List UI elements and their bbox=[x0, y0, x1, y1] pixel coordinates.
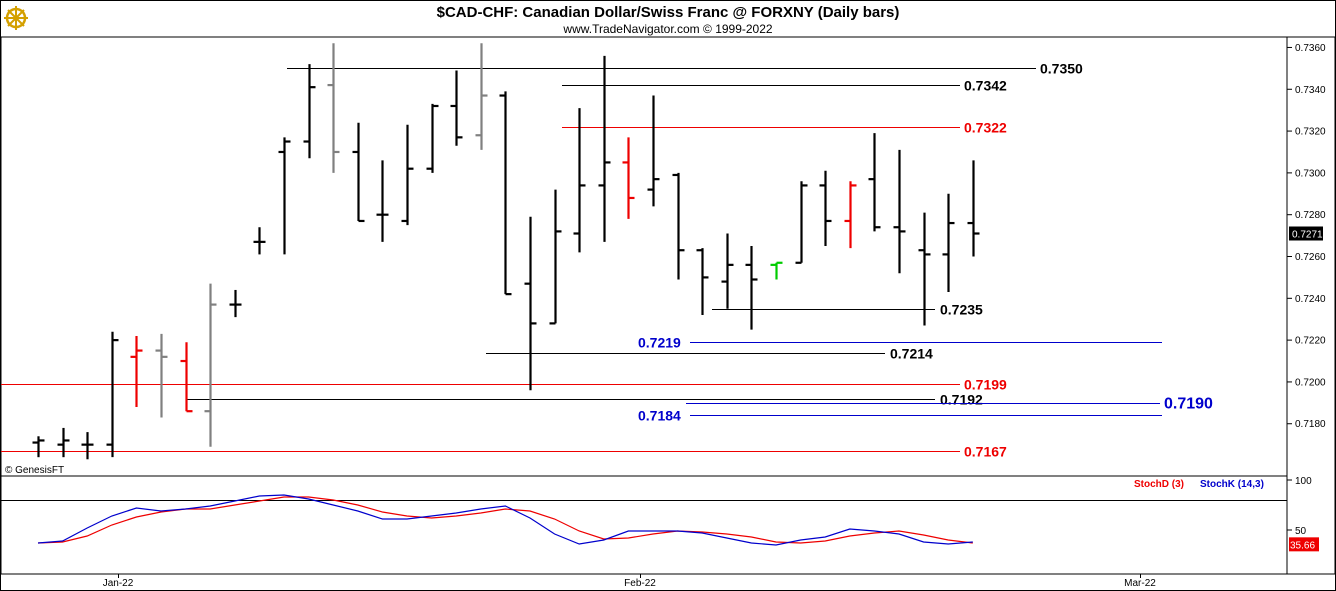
stochk-legend: StochK (14,3) bbox=[1200, 479, 1264, 490]
price-axis bbox=[1286, 36, 1336, 575]
indicator-panel bbox=[0, 475, 1288, 575]
x-tick-label: Jan-22 bbox=[103, 578, 134, 589]
level-label: 0.7235 bbox=[940, 302, 983, 318]
ohlc-bar bbox=[573, 108, 586, 253]
ohlc-bar bbox=[893, 149, 906, 274]
ohlc-bar bbox=[57, 427, 70, 458]
ohlc-bar bbox=[180, 342, 193, 413]
price-tick-label: 0.7280 bbox=[1295, 210, 1326, 221]
watermark: © GenesisFT bbox=[5, 465, 64, 476]
ohlc-bar bbox=[622, 137, 635, 219]
ohlc-bar bbox=[696, 248, 709, 316]
ohlc-bar bbox=[32, 436, 45, 458]
stochd-line bbox=[37, 496, 973, 544]
ohlc-bar bbox=[868, 133, 881, 232]
ohlc-bar bbox=[130, 335, 143, 408]
ohlc-bar bbox=[81, 432, 94, 460]
price-tick-label: 0.7340 bbox=[1295, 85, 1326, 96]
price-tick-label: 0.7300 bbox=[1295, 168, 1326, 179]
ohlc-bar bbox=[524, 216, 537, 391]
ohlc-bar bbox=[426, 103, 439, 173]
ohlc-bar bbox=[327, 43, 340, 173]
ohlc-bar bbox=[942, 193, 955, 293]
ohlc-bar bbox=[376, 160, 389, 242]
price-panel bbox=[0, 36, 1288, 477]
x-tick-label: Mar-22 bbox=[1124, 578, 1156, 589]
ohlc-bar bbox=[278, 137, 291, 255]
level-label: 0.7322 bbox=[964, 120, 1007, 136]
ohlc-bar bbox=[229, 289, 242, 318]
ohlc-bar bbox=[204, 283, 217, 447]
ohlc-bar bbox=[303, 64, 316, 159]
level-label: 0.7184 bbox=[638, 408, 681, 424]
ind-tick-label: 100 bbox=[1295, 476, 1312, 487]
ind-last-box bbox=[1289, 537, 1319, 552]
ohlc-bar bbox=[647, 95, 660, 207]
level-label: 0.7167 bbox=[964, 444, 1007, 460]
chart-subtitle: www.TradeNavigator.com © 1999-2022 bbox=[562, 22, 772, 36]
ohlc-bar bbox=[401, 124, 414, 226]
ohlc-bar bbox=[844, 181, 857, 249]
price-tick-label: 0.7240 bbox=[1295, 294, 1326, 305]
price-tick-label: 0.7260 bbox=[1295, 252, 1326, 263]
price-tick-label: 0.7360 bbox=[1295, 43, 1326, 54]
chart-title: $CAD-CHF: Canadian Dollar/Swiss Franc @ … bbox=[437, 4, 900, 21]
ind-tick-label: 50 bbox=[1295, 526, 1307, 537]
ohlc-bar bbox=[499, 91, 512, 296]
ohlc-bar bbox=[253, 227, 266, 255]
ind-last-label: 35.66 bbox=[1290, 540, 1315, 551]
ohlc-bar bbox=[352, 122, 365, 223]
level-label: 0.7192 bbox=[940, 392, 983, 408]
stochd-legend: StochD (3) bbox=[1134, 479, 1184, 490]
level-label: 0.7350 bbox=[1040, 61, 1083, 77]
ohlc-bar bbox=[819, 170, 832, 247]
bar-layer bbox=[32, 43, 980, 460]
level-label: 0.7342 bbox=[964, 78, 1007, 94]
ohlc-bar bbox=[770, 261, 783, 280]
ohlc-bar bbox=[967, 160, 980, 257]
ohlc-bar bbox=[598, 55, 611, 242]
ohlc-bar bbox=[745, 246, 758, 330]
price-tick-label: 0.7320 bbox=[1295, 127, 1326, 138]
level-label: 0.7219 bbox=[638, 335, 681, 351]
price-tick-label: 0.7200 bbox=[1295, 377, 1326, 388]
level-label: 0.7214 bbox=[890, 346, 933, 362]
ohlc-bar bbox=[672, 172, 685, 280]
axis-layer: 0.7180 0.7200 0.7220 0.7240 0.7260 0.7280 0.73… bbox=[103, 43, 1326, 589]
level-label: 0.7199 bbox=[964, 377, 1007, 393]
price-tick-label: 0.7180 bbox=[1295, 419, 1326, 430]
ohlc-bar bbox=[106, 331, 119, 458]
indicator-layer bbox=[1, 494, 1287, 546]
level-label: 0.7190 bbox=[1164, 396, 1213, 413]
ohlc-bar bbox=[918, 212, 931, 326]
logo bbox=[4, 6, 28, 30]
ohlc-bar bbox=[549, 189, 562, 325]
ohlc-bar bbox=[155, 333, 168, 418]
x-tick-label: Feb-22 bbox=[624, 578, 656, 589]
ohlc-bar bbox=[475, 43, 488, 150]
ohlc-bar bbox=[721, 233, 734, 309]
ohlc-bar bbox=[795, 181, 808, 264]
price-tick-label: 0.7220 bbox=[1295, 336, 1326, 347]
logo-spoke bbox=[7, 9, 25, 27]
header-band bbox=[1, 1, 1335, 37]
stochk-line bbox=[37, 494, 973, 546]
last-price-label: 0.7271 bbox=[1292, 230, 1323, 241]
last-price-box bbox=[1289, 226, 1323, 241]
level-layer: 0.7350 0.7342 0.7322 0.7235 0.7219 0.7214 0.71… bbox=[1, 61, 1213, 460]
ohlc-bar bbox=[450, 70, 463, 146]
